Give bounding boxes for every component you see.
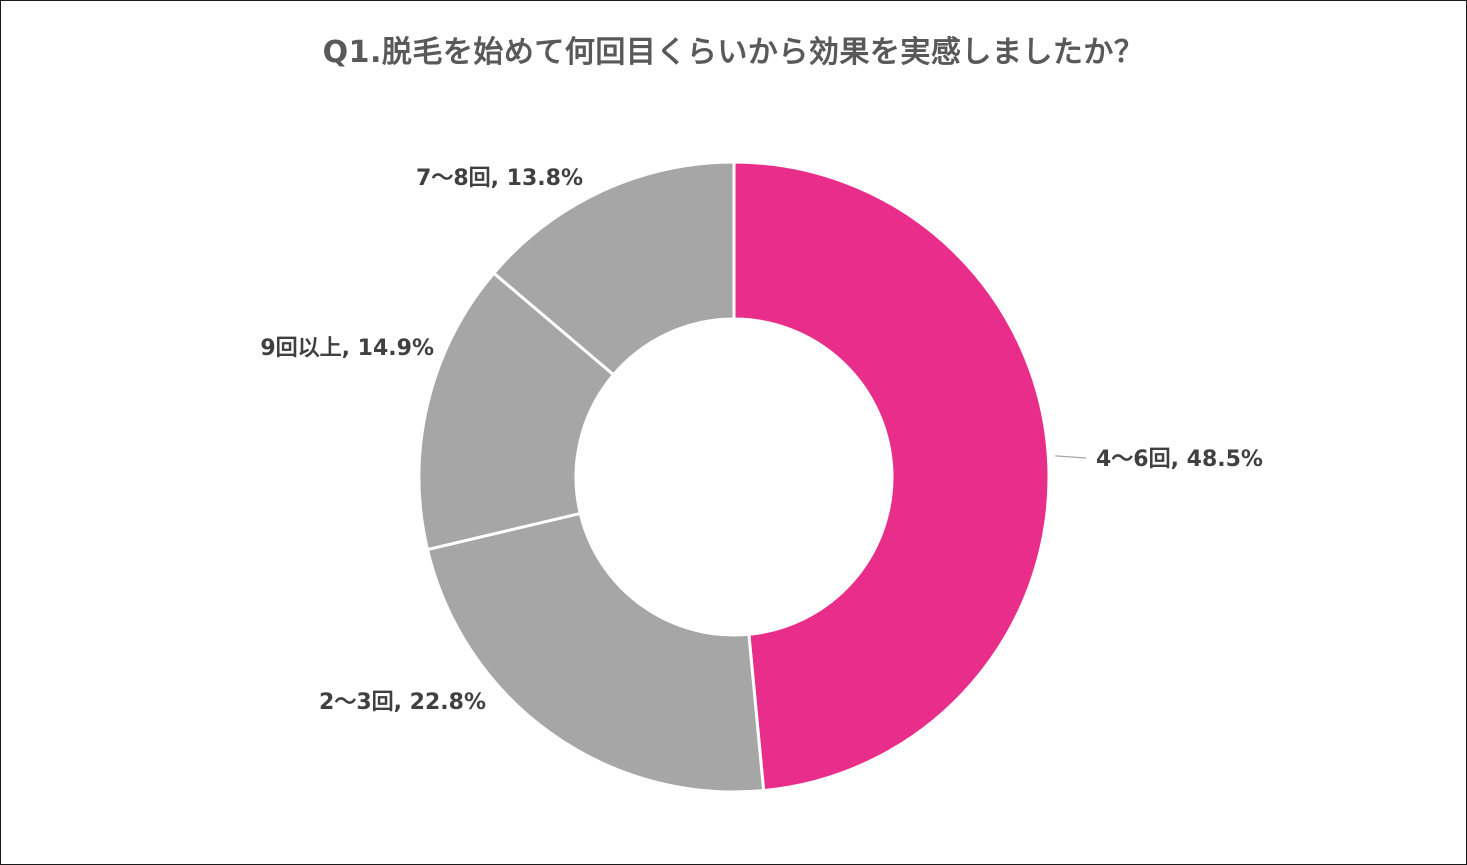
data-label-3: 9回以上, 14.9%	[260, 336, 434, 361]
donut-slice-4	[491, 160, 736, 377]
data-label-2: 2〜3回, 22.8%	[319, 690, 486, 715]
donut-slice-1	[732, 160, 1051, 793]
donut-slice-2	[425, 511, 766, 794]
chart-title: Q1.脱毛を始めて何回目くらいから効果を実感しましたか？	[322, 35, 1145, 70]
data-label-1: 4〜6回, 48.5%	[1096, 447, 1263, 472]
data-label-4: 7〜8回, 13.8%	[416, 166, 583, 191]
donut-slice-3	[417, 271, 616, 552]
leader-line-1	[1055, 455, 1087, 459]
